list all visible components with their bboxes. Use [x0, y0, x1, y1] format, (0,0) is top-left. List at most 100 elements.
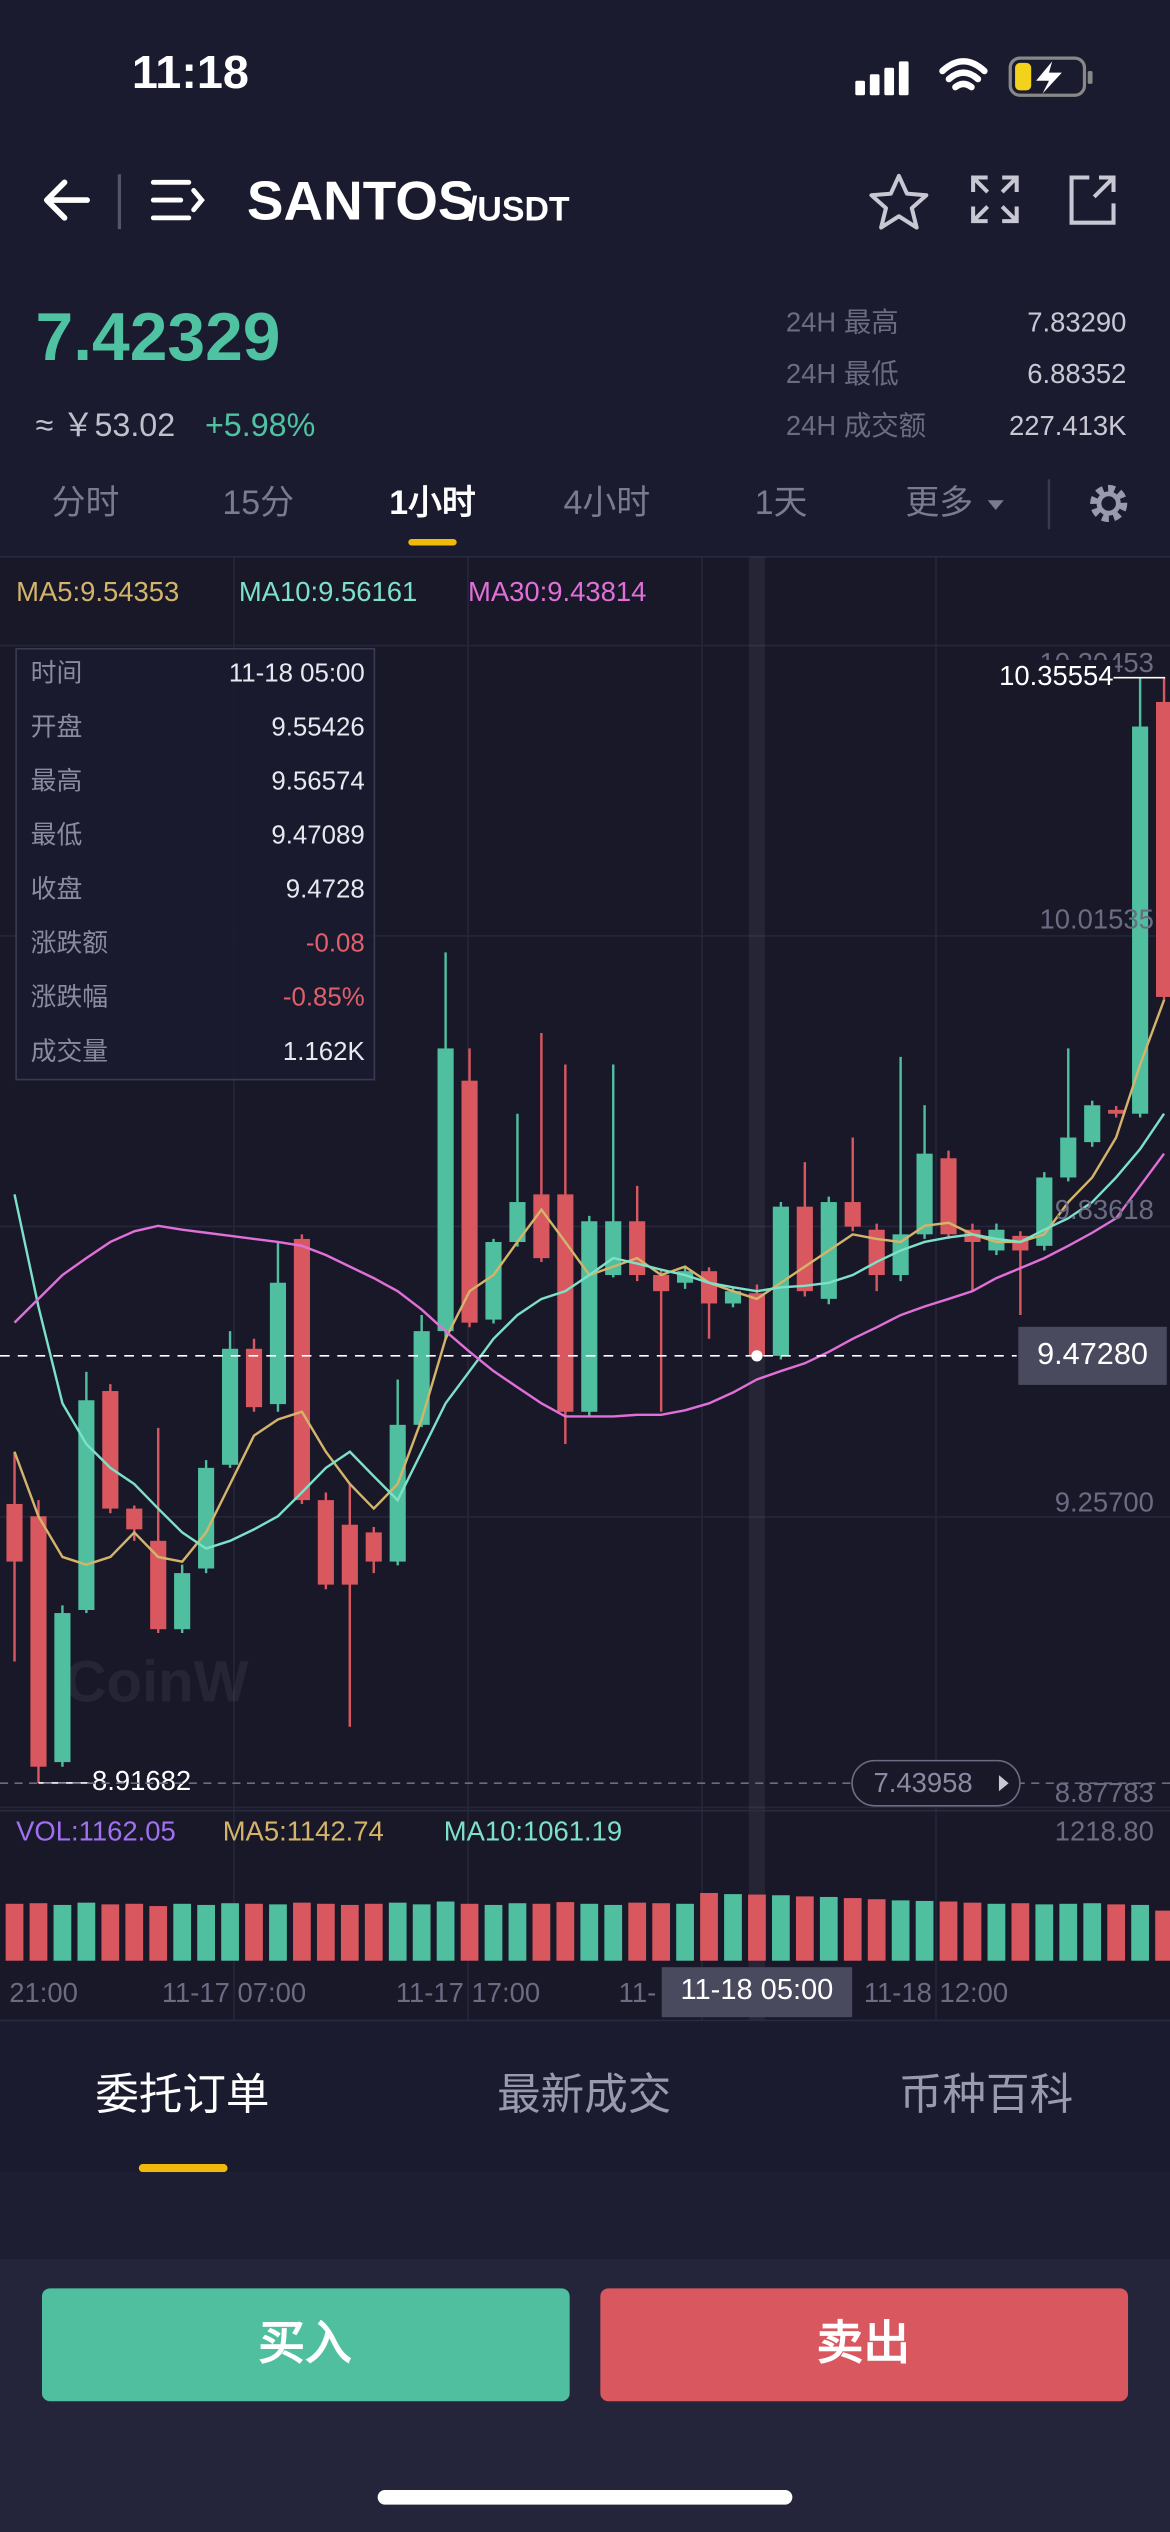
bottom-tab[interactable]: 委托订单: [95, 2071, 269, 2119]
time-label: 11-17 17:00: [396, 1977, 540, 2008]
min-label: 8.91682: [92, 1765, 191, 1796]
volume-bar: [1155, 1910, 1170, 1961]
stat-label: 24H 最高: [786, 307, 899, 338]
volume-bar: [700, 1892, 718, 1961]
volume-bar: [724, 1894, 742, 1961]
tooltip-value: 9.47089: [271, 822, 364, 850]
candle-body: [533, 1194, 550, 1259]
candle-body: [509, 1202, 526, 1243]
candle-body: [437, 1048, 454, 1332]
candle-body: [772, 1206, 789, 1356]
volume-bar: [915, 1900, 934, 1961]
interval-tab[interactable]: 15分: [222, 484, 294, 522]
candle-body: [485, 1242, 502, 1320]
sell-button[interactable]: [600, 2288, 1129, 2402]
current-price-tag[interactable]: [851, 1759, 1021, 1807]
interval-tab[interactable]: 4小时: [563, 484, 650, 522]
volume-bar: [460, 1903, 479, 1961]
time-label: 11-18 12:00: [864, 1977, 1008, 2008]
wifi-icon: [939, 58, 988, 91]
tooltip-value: 1.162K: [283, 1038, 365, 1066]
tab-content: [0, 2172, 1170, 2260]
volume-bar: [891, 1900, 910, 1961]
grid: [0, 556, 1170, 2021]
volume-bar: [1083, 1903, 1102, 1961]
volume-legend: MA10:1061.19: [444, 1815, 622, 1846]
candle-body: [1108, 1109, 1125, 1114]
tooltip-label: 最高: [31, 767, 83, 796]
volume-bar: [963, 1902, 982, 1961]
menu-button[interactable]: [150, 179, 205, 221]
candle-body: [748, 1293, 766, 1356]
time-axis: 21:00 11-17 07:00 11-17 17:00 11- 11-18 12:0…: [9, 1967, 1008, 2018]
watermark: CoinW: [65, 1650, 249, 1715]
interval-tab[interactable]: 1天: [755, 484, 808, 522]
volume-bar: [772, 1895, 790, 1961]
volume-panel: VOL:1162.05 MA5:1142.74 MA10:1061.19 1218.8…: [5, 1815, 1170, 1961]
stat-value: 7.83290: [1027, 307, 1126, 338]
volume-bar: [269, 1904, 287, 1961]
tooltip-label: 开盘: [31, 712, 83, 741]
buy-button[interactable]: [41, 2288, 570, 2402]
back-button[interactable]: [43, 179, 90, 221]
candle-body: [317, 1500, 334, 1585]
volume-bar: [652, 1903, 671, 1961]
last-price: 7.42329: [36, 300, 281, 375]
candle-body: [796, 1206, 813, 1292]
volume-legend: VOL:1162.05: [16, 1815, 176, 1846]
status-time: 11:18: [132, 46, 249, 98]
volume-bar: [1059, 1903, 1078, 1961]
crosshair-time: 11-18 05:00: [681, 1974, 834, 2006]
candle-body: [892, 1234, 909, 1276]
interval-tab[interactable]: 分时: [52, 484, 120, 522]
volume-bar: [819, 1896, 838, 1961]
tooltip-label: 收盘: [31, 875, 83, 904]
candle-body: [102, 1391, 119, 1509]
battery-icon: [1008, 56, 1093, 97]
candle-body: [389, 1424, 406, 1562]
volume-bar: [316, 1903, 335, 1961]
bottom-tab[interactable]: 币种百科: [899, 2071, 1073, 2119]
interval-tabs: 分时 15分 1小时 4小时 1天 更多: [52, 484, 1004, 546]
candle-body: [293, 1238, 310, 1501]
volume-bar: [1131, 1904, 1149, 1961]
volume-bar: [1107, 1904, 1126, 1961]
price-axis-label: 10.01535: [1039, 904, 1153, 935]
time-label: 11-: [619, 1977, 657, 2008]
candle-body: [653, 1275, 670, 1292]
volume-bar: [245, 1903, 263, 1961]
tooltip-value: 9.56574: [271, 768, 364, 796]
share-button[interactable]: [1069, 175, 1116, 225]
candle-body: [581, 1221, 598, 1412]
interval-tab[interactable]: 1小时: [389, 484, 476, 522]
fullscreen-button[interactable]: [971, 175, 1019, 224]
candle-body: [413, 1331, 430, 1425]
volume-bar: [436, 1901, 455, 1961]
candles: [6, 677, 1170, 1783]
candle-body: [341, 1524, 358, 1585]
max-label: 10.35554: [999, 660, 1113, 691]
candle-body: [1060, 1137, 1077, 1178]
tooltip-value: -0.85%: [283, 984, 365, 1012]
candle-body: [940, 1158, 957, 1235]
volume-bar: [843, 1898, 862, 1961]
favorite-button[interactable]: [869, 173, 929, 230]
bottom-tabs: 委托订单 最新成交 币种百科: [95, 2071, 1073, 2119]
tooltip-label: 涨跌幅: [31, 983, 108, 1012]
bottom-tab[interactable]: 最新成交: [497, 2071, 671, 2119]
crosshair-dot: [751, 1350, 763, 1362]
candle-body: [1155, 701, 1170, 997]
volume-bar: [293, 1902, 311, 1961]
crosshair-time-box: [661, 1967, 853, 2018]
volume-bar: [388, 1902, 407, 1961]
volume-bar: [867, 1899, 886, 1961]
volume-bar: [1011, 1903, 1030, 1961]
tooltip-label: 最低: [31, 821, 83, 850]
interval-tab[interactable]: 更多: [905, 484, 973, 522]
home-indicator: [377, 2490, 793, 2505]
current-price-value: 7.43958: [874, 1767, 973, 1798]
settings-button[interactable]: [1090, 484, 1128, 523]
stat-value: 227.413K: [1009, 410, 1126, 441]
tooltip-value: 9.55426: [271, 713, 364, 741]
